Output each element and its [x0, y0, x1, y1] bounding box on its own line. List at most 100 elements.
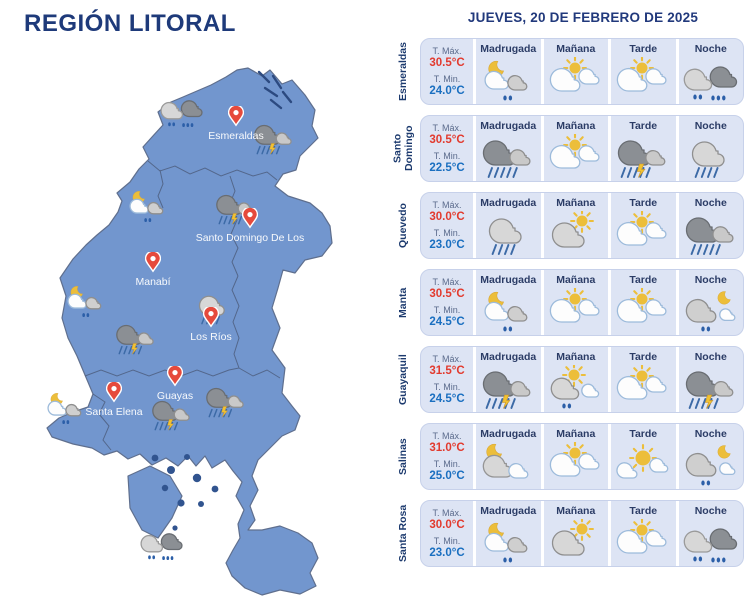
forecast-row: Esmeraldas T. Máx. 30.5°C T. Min. 24.0°C Madr…: [388, 38, 744, 105]
sun-clouds-icon: [615, 210, 671, 257]
weather-icon-sun-clouds: [611, 517, 676, 566]
location-pin-icon: [227, 104, 245, 127]
forecast-row: Santa Rosa T. Máx. 30.0°C T. Min. 23.0°C Madr…: [388, 500, 744, 567]
period-label: Mañana: [556, 505, 596, 517]
storm-rain-icon: [114, 320, 158, 355]
map-overlay: Esmeraldas Santo Domingo De Los Manabí Los …: [25, 58, 360, 598]
period-label: Madrugada: [480, 120, 537, 132]
weather-icon-clouds-rain-drops: [679, 517, 744, 566]
weather-icon-night-clouds: [476, 440, 541, 489]
period-cell: Madrugada: [473, 270, 541, 335]
period-label: Tarde: [629, 43, 658, 55]
temperature-column: T. Máx. 30.5°C T. Min. 24.5°C: [421, 270, 473, 335]
city-label: Manta: [397, 287, 410, 318]
city-label: Esmeraldas: [397, 42, 410, 101]
temperature-column: T. Máx. 31.5°C T. Min. 24.5°C: [421, 347, 473, 412]
dark-clouds-rain-icon: [683, 211, 739, 255]
weather-icon-clouds-rain-drops: [679, 55, 744, 104]
sun-clouds-icon: [615, 287, 671, 334]
period-cell: Madrugada: [473, 116, 541, 181]
dark-clouds-rain-icon: [480, 134, 536, 178]
tmax-value: 30.5°C: [429, 134, 465, 147]
period-cell: Mañana: [540, 347, 609, 412]
map-weather-icon-clouds-rain-drops: [140, 526, 184, 567]
cloud-moon-drizzle-icon: [683, 444, 739, 485]
map-weather-icon-moon-cloud-drizzle: [44, 390, 88, 431]
period-cell: Madrugada: [473, 424, 541, 489]
map-region-label: Santo Domingo De Los: [195, 232, 305, 244]
weather-icon-sun-clouds: [611, 209, 676, 258]
weather-icon-cloud-moon-drizzle: [679, 286, 744, 335]
forecast-row: Guayaquil T. Máx. 31.5°C T. Min. 24.5°C Madru…: [388, 346, 744, 413]
forecast-row: Salinas T. Máx. 31.0°C T. Min. 25.0°C Madruga…: [388, 423, 744, 490]
tmin-value: 24.0°C: [429, 84, 465, 97]
moon-cloud-drizzle-icon: [480, 60, 536, 100]
cloud-moon-drizzle-icon: [683, 290, 739, 331]
map-weather-icon-moon-cloud-drizzle: [126, 188, 170, 229]
clouds-rain-drops-icon: [683, 57, 739, 100]
tmin-label: T. Min.: [433, 304, 461, 315]
weather-icon-dark-clouds-rain: [476, 132, 541, 181]
period-cell: Tarde: [608, 193, 676, 258]
map-pin: [105, 380, 123, 403]
period-label: Tarde: [629, 274, 658, 286]
map-pin: [202, 305, 220, 328]
tmin-label: T. Min.: [433, 73, 461, 84]
period-label: Mañana: [556, 428, 596, 440]
period-label: Tarde: [629, 351, 658, 363]
period-cell: Madrugada: [473, 347, 541, 412]
period-cell: Noche: [675, 424, 744, 489]
moon-cloud-drizzle-icon: [44, 393, 88, 425]
weather-icon-sun-cloud-drizzle: [544, 363, 609, 412]
temperature-column: T. Máx. 30.0°C T. Min. 23.0°C: [421, 501, 473, 566]
period-cell: Mañana: [540, 501, 609, 566]
period-label: Mañana: [556, 43, 596, 55]
weather-icon-storm-rain: [679, 363, 744, 412]
forecast-card: T. Máx. 30.5°C T. Min. 24.0°C Madrugada Mañan…: [420, 38, 744, 105]
map-weather-icon-moon-cloud-drizzle: [64, 283, 108, 324]
clouds-rain-drops-icon: [140, 526, 184, 561]
page-title: REGIÓN LITORAL: [24, 10, 236, 37]
city-label: Santo Domingo: [391, 125, 415, 172]
period-label: Madrugada: [480, 428, 537, 440]
forecast-card: T. Máx. 31.5°C T. Min. 24.5°C Madrugada Mañan…: [420, 346, 744, 413]
period-cell: Tarde: [608, 39, 676, 104]
sun-clouds-icon: [615, 518, 671, 565]
tmin-label: T. Min.: [433, 227, 461, 238]
period-cell: Tarde: [608, 501, 676, 566]
moon-cloud-drizzle-icon: [480, 291, 536, 331]
period-cell: Noche: [675, 116, 744, 181]
period-label: Mañana: [556, 351, 596, 363]
location-pin-icon: [241, 206, 259, 229]
period-label: Noche: [694, 43, 727, 55]
night-clouds-icon: [480, 443, 536, 488]
temperature-column: T. Máx. 30.5°C T. Min. 24.0°C: [421, 39, 473, 104]
tmax-label: T. Máx.: [432, 46, 462, 57]
period-label: Noche: [694, 428, 727, 440]
period-cell: Tarde: [608, 116, 676, 181]
sun-clouds-icon: [548, 133, 604, 180]
clouds-rain-drops-icon: [160, 93, 204, 128]
period-cell: Tarde: [608, 424, 676, 489]
location-pin-icon: [202, 305, 220, 328]
map-pin: [227, 104, 245, 127]
tmin-value: 23.0°C: [429, 238, 465, 251]
forecast-card: T. Máx. 30.5°C T. Min. 24.5°C Madrugada Mañan…: [420, 269, 744, 336]
tmin-value: 24.5°C: [429, 315, 465, 328]
weather-icon-sun-clouds: [544, 286, 609, 335]
mostly-sunny-icon: [615, 443, 671, 488]
map-weather-icon-storm-rain: [204, 383, 248, 424]
weather-icon-storm-rain: [611, 132, 676, 181]
period-label: Noche: [694, 120, 727, 132]
tmin-value: 24.5°C: [429, 392, 465, 405]
moon-cloud-drizzle-icon: [126, 191, 170, 223]
period-cell: Mañana: [540, 39, 609, 104]
weather-icon-moon-cloud-drizzle: [476, 517, 541, 566]
forecast-row: Manta T. Máx. 30.5°C T. Min. 24.5°C Madrugada…: [388, 269, 744, 336]
period-label: Tarde: [629, 428, 658, 440]
forecast-card: T. Máx. 30.0°C T. Min. 23.0°C Madrugada Mañan…: [420, 500, 744, 567]
map-region-label: Los Ríos: [190, 331, 232, 343]
period-cell: Noche: [675, 193, 744, 258]
temperature-column: T. Máx. 30.5°C T. Min. 22.5°C: [421, 116, 473, 181]
